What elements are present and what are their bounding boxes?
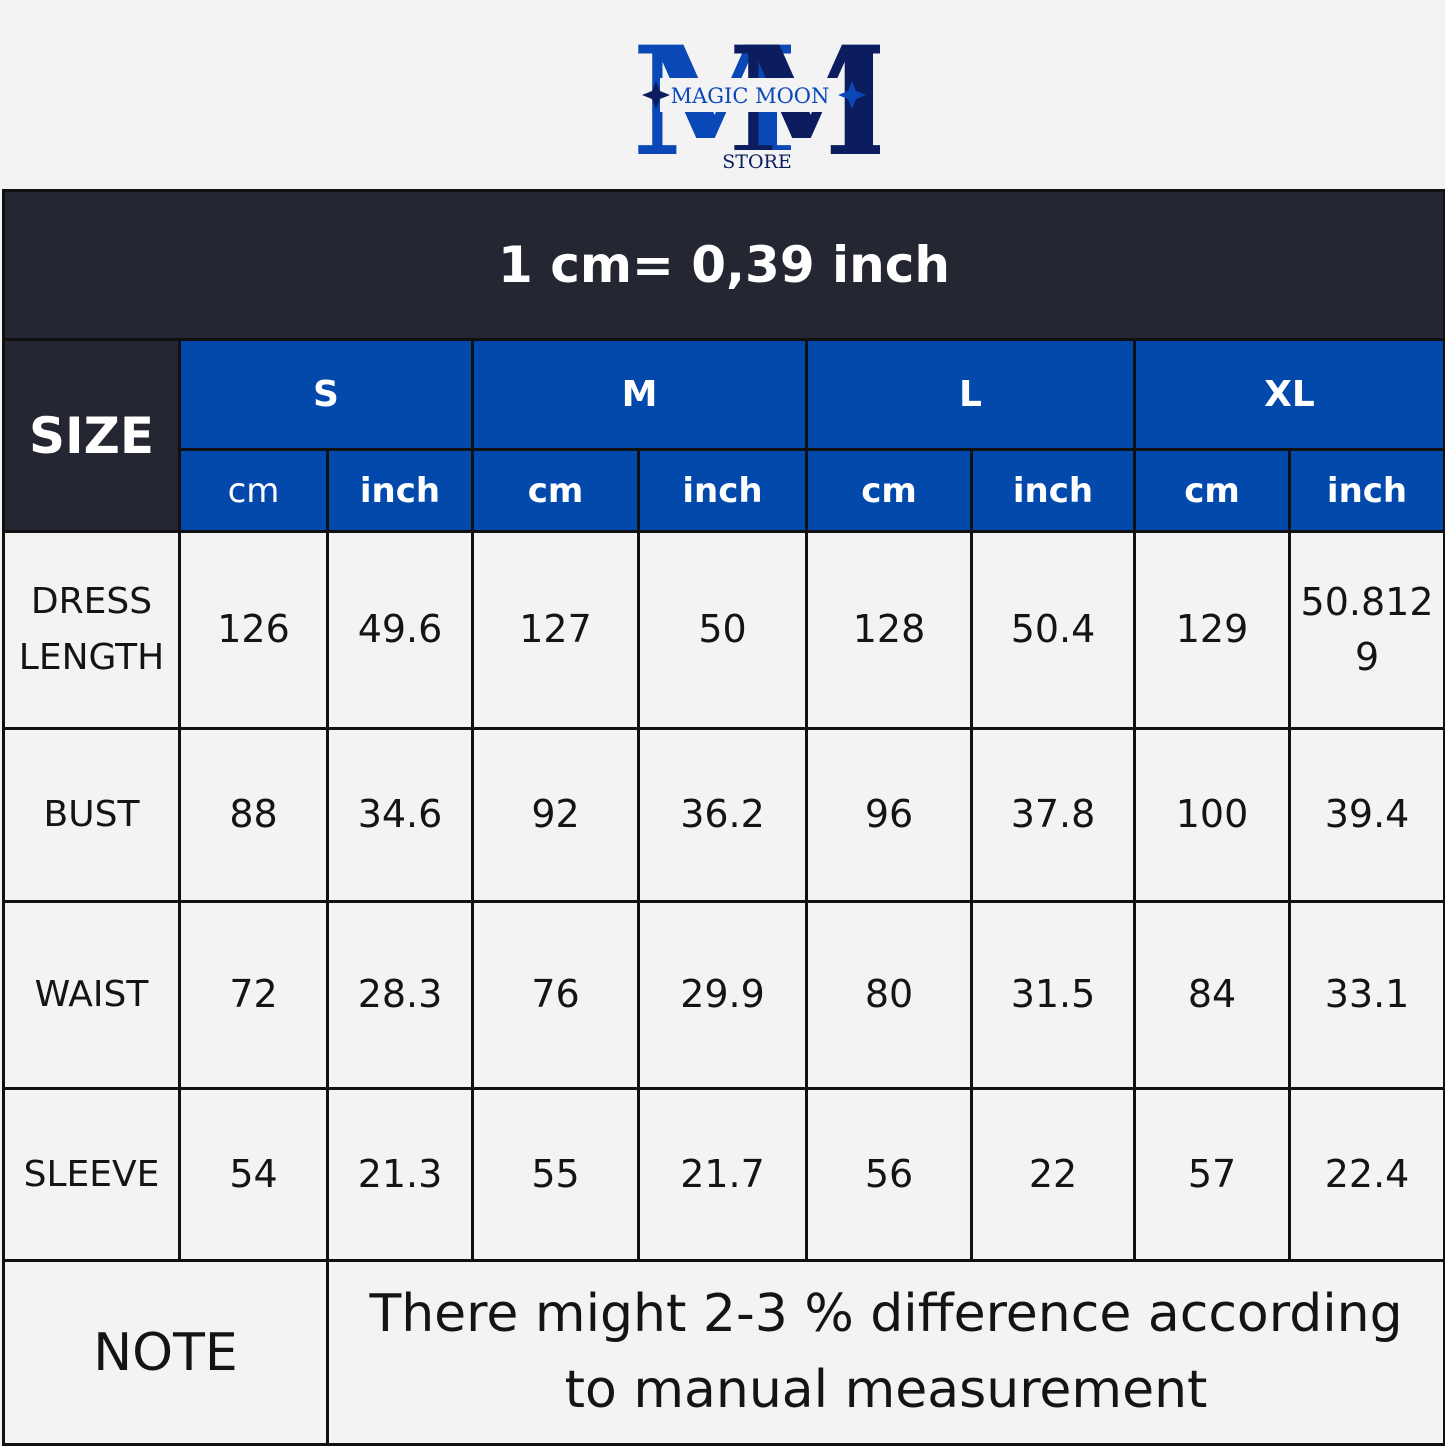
unit-header: inch: [637, 448, 808, 533]
store-logo: M M MAGIC MOON STORE: [630, 14, 894, 190]
unit-header: cm: [178, 448, 329, 533]
conversion-row: 1 cm= 0,39 inch: [1, 189, 1445, 341]
table-cell: 33.1: [1287, 900, 1445, 1090]
table-cell: 50.4: [970, 530, 1136, 730]
row-label-sleeve: SLEEVE: [2, 1087, 181, 1262]
table-cell: 34.6: [326, 727, 474, 903]
size-m-header: M: [471, 338, 808, 451]
table-cell: 50.8129: [1287, 530, 1445, 730]
table-cell: 56: [805, 1087, 973, 1262]
table-cell: 37.8: [970, 727, 1136, 903]
table-cell: 92: [471, 727, 640, 903]
unit-header: cm: [1133, 448, 1291, 533]
table-cell: 36.2: [637, 727, 808, 903]
table-row: BUST 88 34.6 92 36.2 96 37.8 100 39.4: [2, 727, 1445, 903]
logo-store-line: STORE: [722, 151, 791, 173]
size-header-row: SIZE S M L XL: [2, 338, 1445, 533]
size-s-header: S: [178, 338, 474, 451]
size-xl-header: XL: [1132, 338, 1445, 451]
table-cell: 100: [1133, 727, 1291, 903]
table-cell: 21.7: [637, 1087, 808, 1262]
table-cell: 28.3: [326, 900, 474, 1090]
table-cell: 39.4: [1287, 727, 1445, 903]
table-row: WAIST 72 28.3 76 29.9 80 31.5 84 33.1: [2, 900, 1445, 1090]
unit-header: cm: [471, 448, 640, 533]
note-row: NOTE There might 2-3 % difference accord…: [2, 1259, 1445, 1446]
table-cell: 22: [970, 1087, 1136, 1262]
unit-header: cm: [805, 448, 973, 533]
table-cell: 126: [178, 530, 329, 730]
table-cell: 50: [637, 530, 808, 730]
table-cell: 29.9: [637, 900, 808, 1090]
note-label: NOTE: [2, 1259, 329, 1446]
table-row: SLEEVE 54 21.3 55 21.7 56 22 57 22.4: [2, 1087, 1445, 1262]
unit-header: inch: [326, 448, 474, 533]
table-cell: 49.6: [326, 530, 474, 730]
table-cell: 55: [471, 1087, 640, 1262]
table-cell: 31.5: [970, 900, 1136, 1090]
row-label-bust: BUST: [2, 727, 181, 903]
row-label-dress-length: DRESS LENGTH: [2, 530, 181, 730]
size-heading: SIZE: [2, 338, 181, 533]
table-cell: 22.4: [1287, 1087, 1445, 1262]
table-cell: 129: [1133, 530, 1291, 730]
table-cell: 88: [178, 727, 329, 903]
logo-brand-line: MAGIC MOON: [671, 84, 830, 108]
unit-header-row: cm inch cm inch cm inch cm inch: [4, 448, 1445, 533]
note-text: There might 2-3 % difference according t…: [325, 1259, 1445, 1446]
table-cell: 57: [1133, 1087, 1291, 1262]
table-cell: 54: [178, 1087, 329, 1262]
unit-header: inch: [970, 448, 1136, 533]
table-cell-text: 50.8129: [1300, 579, 1434, 679]
conversion-text: 1 cm= 0,39 inch: [1, 189, 1445, 341]
row-label-waist: WAIST: [2, 900, 181, 1090]
table-row: DRESS LENGTH 126 49.6 127 50 128 50.4 12…: [2, 530, 1445, 730]
size-l-header: L: [805, 338, 1136, 451]
unit-header: inch: [1287, 448, 1445, 533]
table-cell: 72: [178, 900, 329, 1090]
table-cell: 127: [471, 530, 640, 730]
size-chart-table: 1 cm= 0,39 inch SIZE S M L XL cm inch cm…: [1, 189, 1445, 1446]
table-cell: 128: [805, 530, 973, 730]
table-cell: 80: [805, 900, 973, 1090]
table-cell: 96: [805, 727, 973, 903]
table-cell: 76: [471, 900, 640, 1090]
table-cell: 84: [1133, 900, 1291, 1090]
table-cell: 21.3: [326, 1087, 474, 1262]
magic-moon-logo-icon: M M MAGIC MOON STORE: [632, 14, 894, 190]
